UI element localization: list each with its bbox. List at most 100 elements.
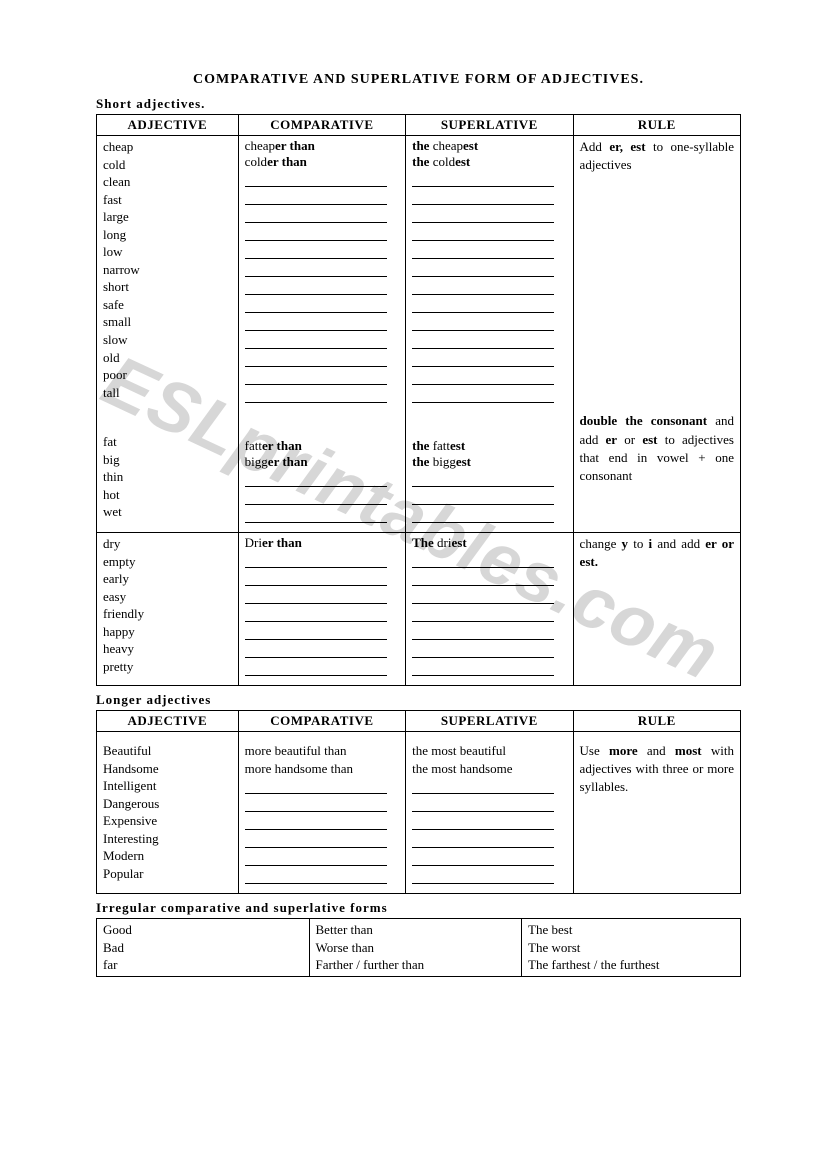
header-rule: RULE [573,115,740,136]
rule-text: or [624,432,642,447]
cell-adjectives: dryemptyearlyeasyfriendlyhappyheavyprett… [97,533,239,686]
fill-blank-line [412,779,554,794]
list-item: safe [103,296,232,314]
list-item: old [103,349,232,367]
list-item: Farther / further than [316,956,516,974]
page-title: COMPARATIVE AND SUPERLATIVE FORM OF ADJE… [96,72,741,88]
fill-blank-line [245,280,387,295]
section-longer-label: Longer adjectives [96,692,741,708]
fill-blank-line [245,244,387,259]
list-item: small [103,313,232,331]
fill-blank-line [245,815,387,830]
rule-text: change [580,536,622,551]
fill-blank-line [245,571,387,586]
header-superlative: SUPERLATIVE [406,115,573,136]
list-item: Interesting [103,830,232,848]
fill-blank-line [412,352,554,367]
list-item: cold [103,156,232,174]
fill-blank-line [245,388,387,403]
header-comparative: COMPARATIVE [238,711,405,732]
list-item: happy [103,623,232,641]
list-item: The worst [528,939,734,957]
fill-blank-line [245,490,387,505]
cell-rule: change y to i and add er or est. [573,533,740,686]
fill-blank-line [412,833,554,848]
list-item: wet [103,503,232,521]
list-item: Worse than [316,939,516,957]
fill-blank-line [245,226,387,241]
fill-blank-line [412,298,554,313]
fill-blank-line [412,280,554,295]
fill-blank-line [412,643,554,658]
rule-text: more [609,743,638,758]
longer-adjectives-table: ADJECTIVE COMPARATIVE SUPERLATIVE RULE B… [96,710,741,894]
rule-text: i [649,536,653,551]
fill-blank-line [245,625,387,640]
cell-comparative: Drier than [238,533,405,686]
list-item: narrow [103,261,232,279]
fill-blank-line [245,472,387,487]
fill-blank-line [245,262,387,277]
fill-blank-line [412,661,554,676]
fill-blank-line [412,472,554,487]
header-adjective: ADJECTIVE [97,115,239,136]
list-item: dry [103,535,232,553]
list-item: the most handsome [412,760,566,778]
cell-comparative: Better thanWorse thanFarther / further t… [309,919,522,977]
cell-comparative: cheaper thancolder than fatter thanbigge… [238,136,405,533]
list-item: Drier than [245,535,399,551]
list-item: slow [103,331,232,349]
list-item: The driest [412,535,566,551]
fill-blank-line [412,869,554,884]
list-item: hot [103,486,232,504]
fill-blank-line [245,607,387,622]
fill-blank-line [412,589,554,604]
fill-blank-line [245,797,387,812]
table-row: BeautifulHandsomeIntelligentDangerousExp… [97,732,741,894]
list-item: big [103,451,232,469]
list-item: Expensive [103,812,232,830]
list-item: clean [103,173,232,191]
list-item: Good [103,921,303,939]
rule-text: Add [580,139,610,154]
cell-rule: Add er, est to one-syllable adjectives d… [573,136,740,533]
fill-blank-line [412,244,554,259]
list-item: Handsome [103,760,232,778]
list-item: The farthest / the furthest [528,956,734,974]
short-adjectives-table: ADJECTIVE COMPARATIVE SUPERLATIVE RULE c… [96,114,741,686]
cell-adjectives: BeautifulHandsomeIntelligentDangerousExp… [97,732,239,894]
fill-blank-line [412,815,554,830]
list-item: friendly [103,605,232,623]
list-item: Bad [103,939,303,957]
table-row: cheapcoldcleanfastlargelonglownarrowshor… [97,136,741,533]
rule-text: y [622,536,629,551]
list-item: the fattest [412,438,566,454]
list-item: fatter than [245,438,399,454]
list-item: fast [103,191,232,209]
list-item: Dangerous [103,795,232,813]
fill-blank-line [245,370,387,385]
fill-blank-line [245,833,387,848]
fill-blank-line [412,316,554,331]
fill-blank-line [245,643,387,658]
fill-blank-line [412,490,554,505]
rule-text: double the consonant [580,413,708,428]
fill-blank-line [412,172,554,187]
cell-superlative: The bestThe worstThe farthest / the furt… [522,919,741,977]
fill-blank-line [412,370,554,385]
cell-rule: Use more and most with adjectives with t… [573,732,740,894]
cell-adjectives: GoodBadfar [97,919,310,977]
list-item: early [103,570,232,588]
fill-blank-line [412,851,554,866]
list-item: heavy [103,640,232,658]
header-rule: RULE [573,711,740,732]
header-superlative: SUPERLATIVE [406,711,573,732]
cell-superlative: The driest [406,533,573,686]
fill-blank-line [245,298,387,313]
list-item: Popular [103,865,232,883]
fill-blank-line [412,797,554,812]
list-item: poor [103,366,232,384]
list-item: long [103,226,232,244]
list-item: bigger than [245,454,399,470]
fill-blank-line [412,388,554,403]
